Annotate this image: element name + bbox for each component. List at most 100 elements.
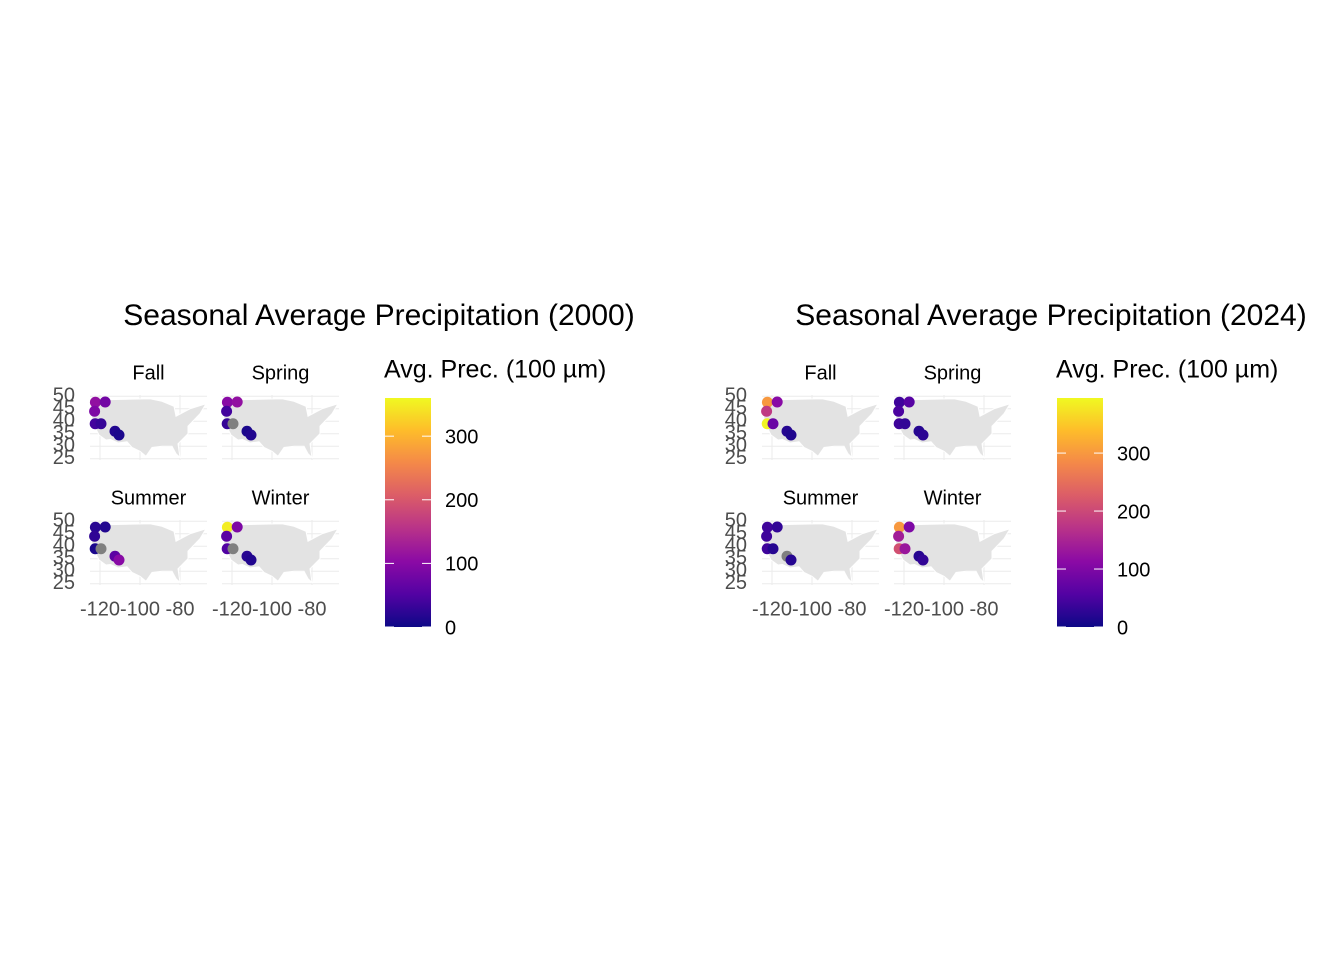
- point: [761, 396, 773, 408]
- facet-label: Spring: [924, 362, 982, 384]
- y-tick-label: 45: [725, 397, 747, 419]
- x-tick-label: -80: [166, 598, 195, 620]
- x-tick-label: -120: [80, 598, 120, 620]
- legend-title: Avg. Prec. (100 µm): [1056, 356, 1278, 384]
- facet-label: Winter: [252, 487, 310, 509]
- y-tick-label: 40: [725, 535, 747, 557]
- point: [231, 396, 243, 408]
- map-outline: [894, 398, 1012, 459]
- legend-tick-label: 0: [1117, 617, 1128, 639]
- point: [899, 418, 911, 430]
- y-tick-label: 30: [53, 560, 75, 582]
- y-tick-label: 35: [725, 547, 747, 569]
- y-tick-label: 25: [53, 447, 75, 469]
- point: [221, 530, 233, 542]
- point: [917, 429, 929, 441]
- point: [89, 405, 101, 417]
- point: [893, 405, 905, 417]
- y-tick-label: 50: [725, 385, 747, 407]
- legend-title: Avg. Prec. (100 µm): [384, 356, 606, 384]
- point: [227, 543, 239, 555]
- point: [899, 543, 911, 555]
- point: [89, 530, 101, 542]
- point: [893, 530, 905, 542]
- facet-label: Summer: [783, 487, 859, 509]
- facet-label: Summer: [111, 487, 187, 509]
- y-tick-label: 35: [725, 422, 747, 444]
- x-tick-label: -120: [752, 598, 792, 620]
- point: [767, 543, 779, 555]
- y-tick-label: 50: [53, 510, 75, 532]
- point: [767, 418, 779, 430]
- legend-tick-label: 100: [1117, 559, 1150, 581]
- point: [903, 521, 915, 533]
- point: [893, 521, 905, 533]
- y-tick-label: 50: [53, 385, 75, 407]
- y-tick-label: 35: [53, 422, 75, 444]
- colorbar: [385, 398, 431, 627]
- point: [227, 418, 239, 430]
- chart-title: Seasonal Average Precipitation (2000): [123, 299, 634, 332]
- colorbar: [1057, 398, 1103, 627]
- point: [245, 554, 257, 566]
- facet-label: Fall: [804, 362, 836, 384]
- map-outline: [222, 398, 340, 459]
- point: [917, 554, 929, 566]
- x-tick-label: -100: [252, 598, 292, 620]
- point: [221, 521, 233, 533]
- y-tick-label: 40: [725, 410, 747, 432]
- point: [761, 405, 773, 417]
- point: [95, 418, 107, 430]
- point: [113, 429, 125, 441]
- x-tick-label: -80: [838, 598, 867, 620]
- point: [245, 429, 257, 441]
- point: [89, 396, 101, 408]
- legend-tick-label: 100: [445, 554, 478, 576]
- point: [771, 396, 783, 408]
- x-tick-label: -80: [970, 598, 999, 620]
- point: [231, 521, 243, 533]
- map-outline: [90, 398, 208, 459]
- y-tick-label: 30: [725, 560, 747, 582]
- point: [221, 405, 233, 417]
- point: [99, 396, 111, 408]
- legend-tick-label: 200: [445, 490, 478, 512]
- y-tick-label: 25: [725, 447, 747, 469]
- legend-tick-label: 300: [445, 426, 478, 448]
- point: [89, 521, 101, 533]
- y-tick-label: 45: [725, 522, 747, 544]
- point: [893, 396, 905, 408]
- legend-tick-label: 200: [1117, 501, 1150, 523]
- facet-label: Winter: [924, 487, 982, 509]
- point: [785, 429, 797, 441]
- point: [771, 521, 783, 533]
- map-outline: [762, 523, 880, 584]
- facet-label: Spring: [252, 362, 310, 384]
- y-tick-label: 35: [53, 547, 75, 569]
- x-tick-label: -100: [120, 598, 160, 620]
- y-tick-label: 25: [725, 572, 747, 594]
- point: [761, 521, 773, 533]
- point: [785, 554, 797, 566]
- y-tick-label: 40: [53, 535, 75, 557]
- map-outline: [222, 523, 340, 584]
- point: [221, 396, 233, 408]
- facet-label: Fall: [132, 362, 164, 384]
- point: [903, 396, 915, 408]
- x-tick-label: -120: [212, 598, 252, 620]
- x-tick-label: -100: [924, 598, 964, 620]
- legend-tick-label: 0: [445, 617, 456, 639]
- y-tick-label: 40: [53, 410, 75, 432]
- point: [95, 543, 107, 555]
- point: [761, 530, 773, 542]
- y-tick-label: 25: [53, 572, 75, 594]
- point: [113, 554, 125, 566]
- y-tick-label: 45: [53, 397, 75, 419]
- map-outline: [90, 523, 208, 584]
- map-outline: [894, 523, 1012, 584]
- y-tick-label: 30: [53, 435, 75, 457]
- point: [99, 521, 111, 533]
- y-tick-label: 30: [725, 435, 747, 457]
- y-tick-label: 50: [725, 510, 747, 532]
